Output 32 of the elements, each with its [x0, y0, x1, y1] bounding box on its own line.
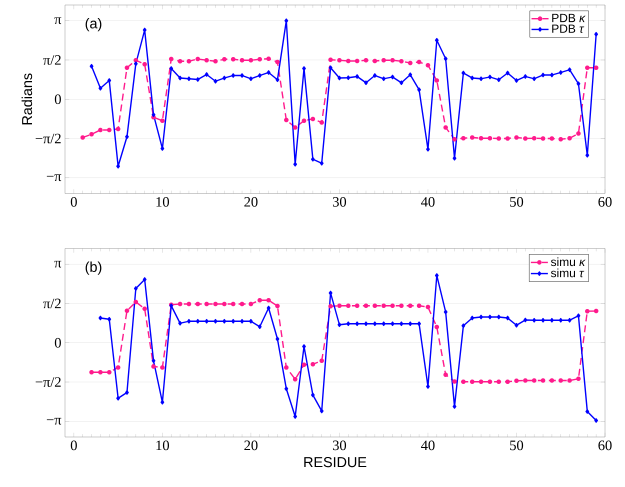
x-tick-label: 50 [510, 440, 524, 450]
annotation: (a) [86, 18, 102, 32]
x-axis-title: RESIDUE [304, 457, 366, 468]
y-tick-label: −π [46, 174, 62, 182]
x-tick-label: 30 [332, 440, 346, 450]
y-tick-label: π [54, 260, 62, 268]
y-axis-title: Radians [22, 73, 32, 124]
x-tick-label: 10 [156, 197, 170, 207]
legend-label: simu τ [550, 268, 584, 278]
x-tick-label: 0 [70, 197, 77, 207]
y-tick-label: −π/2 [36, 377, 61, 387]
legend-label: PDB τ [552, 24, 584, 33]
y-tick-label: −π/2 [36, 134, 61, 144]
x-tick-label: 50 [510, 197, 524, 207]
x-tick-label: 60 [598, 197, 612, 207]
x-tick-label: 30 [332, 197, 346, 207]
x-tick-label: 40 [421, 440, 435, 450]
x-tick-label: 20 [244, 197, 258, 207]
x-tick-label: 40 [421, 197, 435, 207]
x-tick-label: 10 [156, 440, 170, 450]
legend-label: simu κ [550, 257, 586, 266]
y-tick-label: 0 [54, 338, 61, 348]
y-tick-label: −π [46, 418, 62, 425]
x-tick-label: 0 [70, 440, 77, 450]
x-tick-label: 20 [244, 440, 258, 450]
annotation: (b) [86, 261, 102, 275]
y-tick-label: 0 [54, 94, 61, 104]
y-tick-label: π [54, 17, 62, 24]
y-tick-label: π/2 [43, 298, 61, 308]
y-tick-label: π/2 [43, 55, 61, 65]
x-tick-label: 60 [598, 440, 612, 450]
legend-label: PDB κ [552, 14, 586, 22]
